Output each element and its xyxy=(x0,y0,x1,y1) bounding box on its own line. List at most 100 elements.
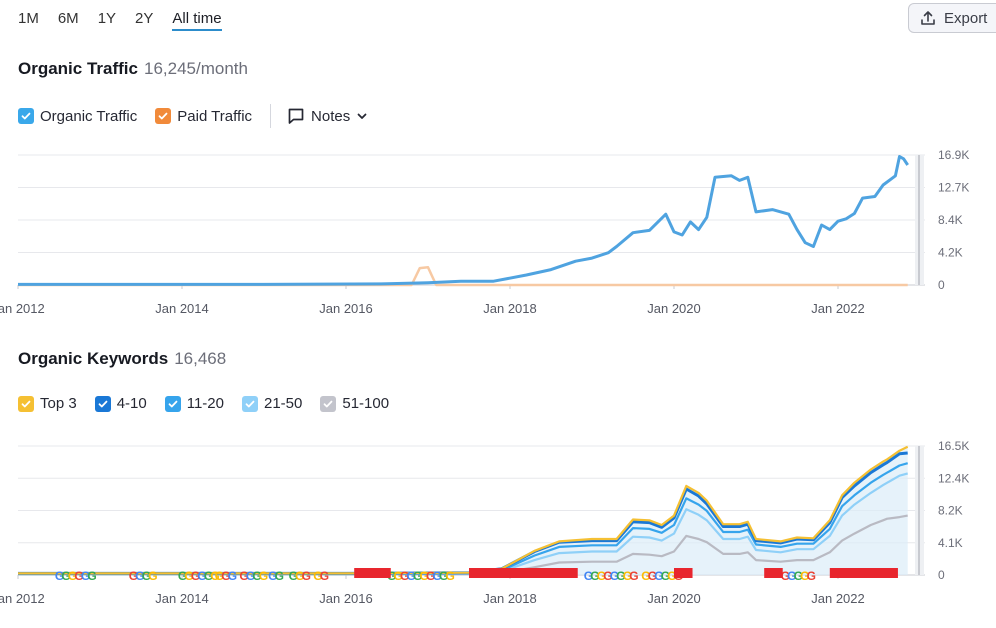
google-update-icon: G xyxy=(313,569,322,583)
google-update-icon: G xyxy=(320,569,329,583)
legend-organic-traffic[interactable]: Organic Traffic xyxy=(18,108,137,125)
google-update-icon: G xyxy=(178,569,187,583)
legend-paid-traffic[interactable]: Paid Traffic xyxy=(155,108,252,125)
serp-flag-icon xyxy=(777,568,783,578)
google-update-icon: G xyxy=(439,569,448,583)
serp-flag-icon xyxy=(843,568,849,578)
serp-flag-icon xyxy=(870,568,876,578)
legend-label: Top 3 xyxy=(40,395,77,412)
range-tab-1y[interactable]: 1Y xyxy=(97,10,117,27)
serp-flag-icon xyxy=(523,568,529,578)
serp-flag-icon xyxy=(482,568,488,578)
traffic-value: 16,245/month xyxy=(143,59,248,78)
serp-flag-icon xyxy=(874,568,880,578)
serp-flag-icon xyxy=(888,568,894,578)
legend-11-20[interactable]: 11-20 xyxy=(164,395,224,412)
range-tab-all-time[interactable]: All time xyxy=(172,8,222,31)
google-update-icon: G xyxy=(68,569,77,583)
legend-4-10[interactable]: 4-10 xyxy=(94,395,147,412)
google-update-icon: G xyxy=(184,569,193,583)
serp-flag-icon xyxy=(847,568,853,578)
google-update-icon: G xyxy=(590,569,599,583)
notes-dropdown[interactable]: Notes xyxy=(287,107,368,125)
export-button[interactable]: Export xyxy=(908,3,996,33)
legend-21-50[interactable]: 21-50 xyxy=(242,395,302,412)
range-tab-2y[interactable]: 2Y xyxy=(135,10,154,27)
google-update-icon: G xyxy=(191,569,200,583)
serp-flag-icon xyxy=(363,568,369,578)
google-update-icon: G xyxy=(610,569,619,583)
range-tab-1m[interactable]: 1M xyxy=(18,10,39,27)
serp-flag-icon xyxy=(856,568,862,578)
y-tick-label: 16.5K xyxy=(938,439,969,453)
google-update-icon: G xyxy=(407,569,416,583)
x-tick-label: Jan 2022 xyxy=(811,591,865,606)
checkbox-checked-icon xyxy=(320,395,337,412)
serp-flag-icon xyxy=(838,568,844,578)
legend-top-3[interactable]: Top 3 xyxy=(18,395,77,412)
range-tab-6m[interactable]: 6M xyxy=(57,10,79,27)
google-update-icon: G xyxy=(807,569,816,583)
x-tick-label: Jan 2012 xyxy=(0,301,45,316)
checkbox-checked-icon xyxy=(164,395,181,412)
serp-flag-icon xyxy=(764,568,770,578)
y-tick-label: 4.1K xyxy=(938,536,963,550)
x-tick-label: Jan 2014 xyxy=(155,591,209,606)
google-update-icon: G xyxy=(629,569,638,583)
google-update-icon: G xyxy=(259,569,268,583)
google-update-icon: G xyxy=(81,569,90,583)
google-update-icon: G xyxy=(667,569,676,583)
legend-label: Paid Traffic xyxy=(177,107,253,125)
serp-flag-icon xyxy=(385,568,391,578)
google-update-icon: G xyxy=(142,569,151,583)
google-update-icon: G xyxy=(228,569,237,583)
serp-flag-icon xyxy=(496,568,502,578)
serp-flag-icon xyxy=(367,568,373,578)
serp-flag-icon xyxy=(879,568,885,578)
serp-flag-icon xyxy=(473,568,479,578)
google-update-icon: G xyxy=(597,569,606,583)
keywords-legend: Top 3 4-10 11-20 21-50 51-100 xyxy=(18,395,407,412)
serp-flag-icon xyxy=(469,568,474,578)
google-update-icon: G xyxy=(204,569,213,583)
google-update-icon: G xyxy=(87,569,96,583)
serp-flag-icon xyxy=(532,568,538,578)
google-update-icon: G xyxy=(641,569,650,583)
serp-flag-icon xyxy=(527,568,533,578)
google-update-icon: G xyxy=(623,569,632,583)
serp-flag-icon xyxy=(554,568,560,578)
serp-flag-icon xyxy=(354,568,360,578)
serp-flag-icon xyxy=(518,568,524,578)
serp-flag-icon xyxy=(559,568,565,578)
google-update-icon: G xyxy=(616,569,625,583)
traffic-title: Organic Traffic xyxy=(18,59,138,78)
serp-flag-icon xyxy=(768,568,774,578)
legend-51-100[interactable]: 51-100 xyxy=(320,395,389,412)
x-tick-label: Jan 2016 xyxy=(319,301,373,316)
serp-flag-icon xyxy=(861,568,867,578)
organic-traffic-chart: 16.9K 12.7K 8.4K 4.2K 0 Jan 2012 Jan 2014 Jan 2… xyxy=(0,148,969,316)
x-tick-label: Jan 2018 xyxy=(483,301,537,316)
google-update-icon: G xyxy=(387,569,396,583)
legend-label: 11-20 xyxy=(186,395,224,412)
legend-label: 21-50 xyxy=(264,395,303,412)
google-update-icon: G xyxy=(433,569,442,583)
google-update-icon: G xyxy=(275,569,284,583)
serp-flag-icon xyxy=(478,568,484,578)
google-update-icon: G xyxy=(74,569,83,583)
serp-flag-icon xyxy=(834,568,840,578)
series-line-51-100 xyxy=(18,514,908,576)
x-tick-label: Jan 2014 xyxy=(155,301,209,316)
google-update-icon: G xyxy=(268,569,277,583)
serp-flag-icon xyxy=(683,568,689,578)
serp-flag-icon xyxy=(376,568,382,578)
keywords-heading: Organic Keywords 16,468 xyxy=(18,349,226,369)
keywords-area xyxy=(18,446,908,575)
serp-flag-icon xyxy=(563,568,569,578)
google-update-icon: G xyxy=(295,569,304,583)
google-update-icon: G xyxy=(148,569,157,583)
serp-flag-icon xyxy=(536,568,542,578)
google-update-icon: G xyxy=(302,569,311,583)
google-update-icon: G xyxy=(426,569,435,583)
keywords-title: Organic Keywords xyxy=(18,349,169,368)
